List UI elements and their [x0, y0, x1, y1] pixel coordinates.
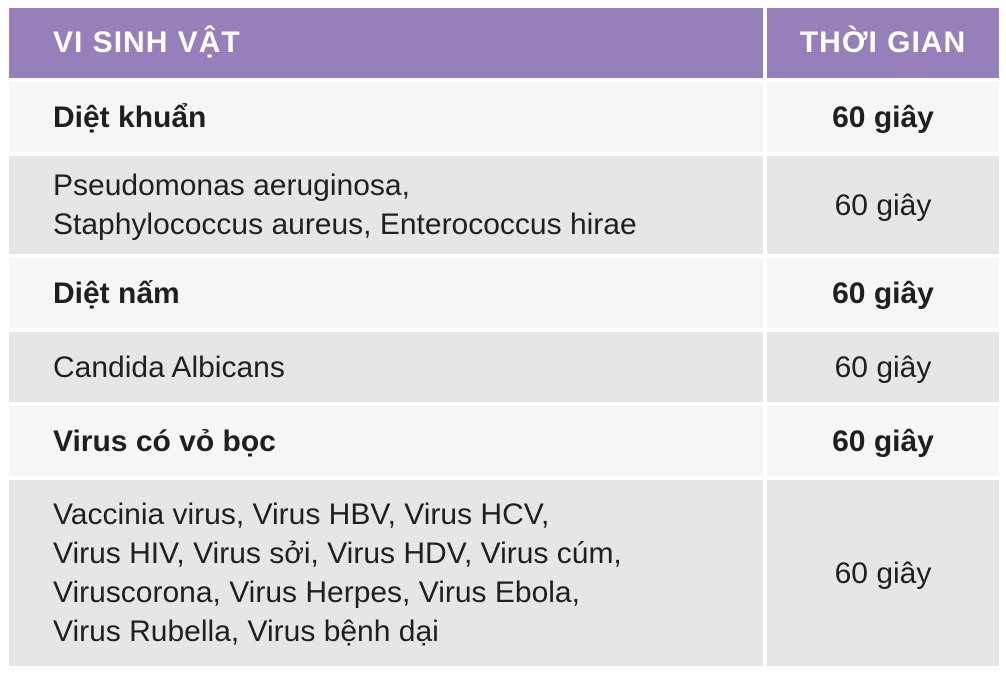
- organism-line: Diệt nấm: [53, 276, 180, 310]
- row-time-cell: 60 giây: [763, 332, 999, 402]
- row-time-cell: 60 giây: [763, 82, 999, 152]
- table-row-group-antifungal: Diệt nấm 60 giây: [9, 258, 999, 328]
- row-time-cell: 60 giây: [763, 156, 999, 254]
- organism-line: Staphylococcus aureus, Enterococcus hira…: [53, 208, 637, 241]
- header-microorganism: VI SINH VẬT: [9, 8, 763, 78]
- microorganism-table-container: VI SINH VẬT THỜI GIAN Diệt khuẩn 60 giây…: [9, 8, 999, 670]
- row-organism-cell: Diệt nấm: [9, 258, 763, 328]
- row-time-cell: 60 giây: [763, 258, 999, 328]
- microorganism-time-table: VI SINH VẬT THỜI GIAN Diệt khuẩn 60 giây…: [9, 4, 999, 670]
- organism-line: Pseudomonas aeruginosa,: [53, 169, 410, 202]
- organism-line: Vaccinia virus, Virus HBV, Virus HCV,: [53, 498, 550, 531]
- table-header-row: VI SINH VẬT THỜI GIAN: [9, 8, 999, 78]
- row-time-cell: 60 giây: [763, 406, 999, 476]
- row-organism-cell: Virus có vỏ bọc: [9, 406, 763, 476]
- organism-line: Diệt khuẩn: [53, 100, 207, 134]
- table-row-group-antibacterial: Diệt khuẩn 60 giây: [9, 82, 999, 152]
- row-organism-cell: Diệt khuẩn: [9, 82, 763, 152]
- row-organism-cell: Candida Albicans: [9, 332, 763, 402]
- row-time-cell: 60 giây: [763, 480, 999, 666]
- organism-line: Viruscorona, Virus Herpes, Virus Ebola,: [53, 576, 580, 609]
- organism-line: Virus Rubella, Virus bệnh dại: [53, 615, 439, 648]
- table-row-group-enveloped-virus: Virus có vỏ bọc 60 giây: [9, 406, 999, 476]
- row-organism-cell: Vaccinia virus, Virus HBV, Virus HCV, Vi…: [9, 480, 763, 666]
- organism-line: Candida Albicans: [53, 350, 285, 384]
- header-time: THỜI GIAN: [763, 8, 999, 78]
- organism-line: Virus có vỏ bọc: [53, 424, 276, 458]
- organism-line: Virus HIV, Virus sởi, Virus HDV, Virus c…: [53, 537, 622, 570]
- table-row-virus-list: Vaccinia virus, Virus HBV, Virus HCV, Vi…: [9, 480, 999, 666]
- table-row-fungi-list: Candida Albicans 60 giây: [9, 332, 999, 402]
- row-organism-cell: Pseudomonas aeruginosa, Staphylococcus a…: [9, 156, 763, 254]
- table-row-bacteria-list: Pseudomonas aeruginosa, Staphylococcus a…: [9, 156, 999, 254]
